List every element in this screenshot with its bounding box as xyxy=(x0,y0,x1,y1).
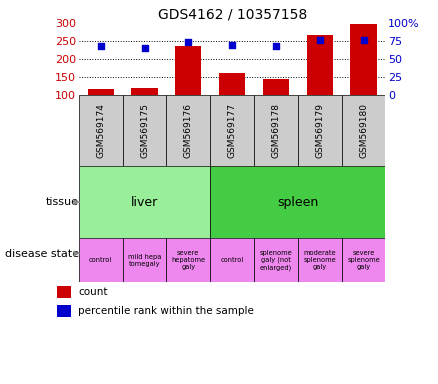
Point xyxy=(229,42,236,48)
Text: severe
hepatome
galy: severe hepatome galy xyxy=(171,250,205,270)
Bar xyxy=(57,305,71,317)
Text: splenome
galy (not
enlarged): splenome galy (not enlarged) xyxy=(260,250,292,271)
Text: liver: liver xyxy=(131,196,158,209)
Text: spleen: spleen xyxy=(277,196,318,209)
Text: GSM569177: GSM569177 xyxy=(228,103,237,158)
Bar xyxy=(88,89,114,95)
Bar xyxy=(342,95,385,166)
Point xyxy=(141,45,148,51)
Bar xyxy=(298,238,342,282)
Text: moderate
splenome
galy: moderate splenome galy xyxy=(304,250,336,270)
Text: GSM569178: GSM569178 xyxy=(272,103,280,158)
Text: disease state: disease state xyxy=(5,248,79,258)
Text: mild hepa
tomegaly: mild hepa tomegaly xyxy=(128,254,161,266)
Bar xyxy=(175,46,201,95)
Bar xyxy=(79,238,123,282)
Text: GSM569174: GSM569174 xyxy=(96,103,105,158)
Bar xyxy=(123,238,166,282)
Text: severe
splenome
galy: severe splenome galy xyxy=(347,250,380,270)
Bar xyxy=(342,238,385,282)
Bar xyxy=(298,95,342,166)
Point xyxy=(185,39,192,45)
Text: control: control xyxy=(220,257,244,263)
Bar xyxy=(210,166,385,238)
Title: GDS4162 / 10357158: GDS4162 / 10357158 xyxy=(158,8,307,22)
Bar xyxy=(57,286,71,298)
Bar xyxy=(210,95,254,166)
Bar xyxy=(219,73,245,95)
Point xyxy=(97,43,104,49)
Point xyxy=(316,37,323,43)
Text: GSM569175: GSM569175 xyxy=(140,103,149,158)
Text: count: count xyxy=(78,287,107,297)
Bar xyxy=(254,238,298,282)
Point xyxy=(272,43,279,49)
Bar xyxy=(166,238,210,282)
Point xyxy=(360,36,367,43)
Bar xyxy=(79,166,210,238)
Bar xyxy=(263,79,289,95)
Bar xyxy=(350,24,377,95)
Text: GSM569180: GSM569180 xyxy=(359,103,368,158)
Bar xyxy=(166,95,210,166)
Bar xyxy=(131,88,158,95)
Bar xyxy=(123,95,166,166)
Text: percentile rank within the sample: percentile rank within the sample xyxy=(78,306,254,316)
Text: GSM569176: GSM569176 xyxy=(184,103,193,158)
Bar xyxy=(307,35,333,95)
Text: tissue: tissue xyxy=(46,197,79,207)
Text: control: control xyxy=(89,257,113,263)
Bar xyxy=(254,95,298,166)
Text: GSM569179: GSM569179 xyxy=(315,103,324,158)
Bar xyxy=(210,238,254,282)
Bar xyxy=(79,95,123,166)
